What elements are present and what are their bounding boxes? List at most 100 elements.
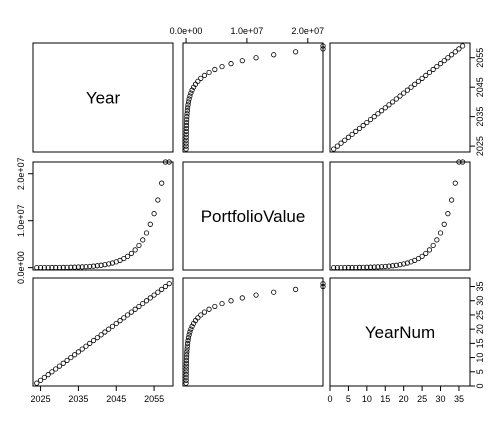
data-point [49,369,55,375]
variable-label: YearNum [365,323,435,342]
data-point [228,61,234,67]
data-point [219,300,225,307]
data-point [183,374,189,381]
data-point [253,292,259,298]
data-point [419,253,425,259]
data-point [212,303,218,310]
data-point [68,354,74,361]
data-point [198,312,204,318]
data-point [415,255,422,262]
tick-label: 2045 [106,394,126,404]
data-point [206,69,212,76]
data-point [393,96,399,102]
data-point [293,286,299,292]
data-point [201,72,208,79]
data-point [356,264,363,270]
panel-frame [329,161,471,271]
data-point [183,125,189,132]
data-point [253,55,259,61]
tick-label: 1.0e+07 [16,204,26,237]
data-point [356,125,363,132]
data-point [185,337,191,344]
data-point [87,340,93,346]
data-point [68,264,74,270]
data-point [460,43,466,49]
data-point [34,380,40,386]
data-point [271,289,277,295]
data-point [183,366,189,372]
x-axis-Year-bottom: 2025 2035 2045 2055 [31,385,164,404]
data-point [184,111,190,117]
data-point [386,263,392,269]
data-point [147,295,153,301]
data-point [183,131,189,137]
data-point [124,253,131,259]
data-point [184,352,190,358]
data-point [45,372,51,378]
data-point [415,78,422,84]
data-point [159,180,165,186]
data-point [140,237,146,243]
data-point [183,146,189,152]
tick-label: 5 [475,369,485,374]
data-point [397,93,403,99]
data-point [128,250,134,257]
data-point [212,66,218,73]
data-point [228,298,234,304]
data-point [183,377,189,383]
tick-label: 2025 [475,136,485,156]
x-axis-YearNum-bottom: 0 5 10 15 20 25 30 35 [327,385,464,404]
data-point [147,221,153,227]
data-point [198,75,204,81]
data-point [41,264,47,271]
tick-label: 25 [475,310,485,320]
data-point [183,369,189,375]
data-point [320,281,326,287]
data-point [342,264,348,271]
data-point [183,137,189,143]
data-point [136,303,142,310]
tick-label: 1.0e+07 [231,26,264,36]
data-point [430,242,436,249]
data-point [87,263,93,270]
data-point [185,340,191,346]
data-point [183,354,190,361]
data-point [349,131,355,137]
data-point [187,329,193,335]
panel-frame [182,42,324,153]
tick-label: 0.0e+00 [16,251,26,284]
data-point [83,264,89,270]
data-point [338,140,344,146]
data-point [124,312,131,318]
data-point [378,108,385,114]
data-point [331,146,337,152]
data-point [41,374,47,381]
data-point [185,102,191,108]
data-point [423,72,429,79]
data-point [423,250,429,257]
data-point [331,264,337,271]
data-point [155,197,161,203]
panel-PortfolioValue-PortfolioValue: PortfolioValue [182,161,324,271]
tick-label: 10 [475,353,485,363]
data-point [390,263,396,269]
data-point [184,114,190,120]
data-point [60,264,66,270]
panel-frame [182,277,324,387]
data-point [386,102,392,108]
data-point [155,289,161,295]
data-point [219,63,225,70]
data-point [56,264,63,271]
data-point [437,230,444,236]
data-point [452,49,458,55]
data-point [382,263,388,270]
data-point [434,237,440,243]
tick-label: 2055 [144,394,164,404]
data-point [239,58,245,64]
data-point [140,300,146,307]
data-point [448,52,455,58]
data-point [185,335,192,341]
data-point [390,99,396,105]
data-point [79,264,85,270]
data-point [94,263,100,269]
